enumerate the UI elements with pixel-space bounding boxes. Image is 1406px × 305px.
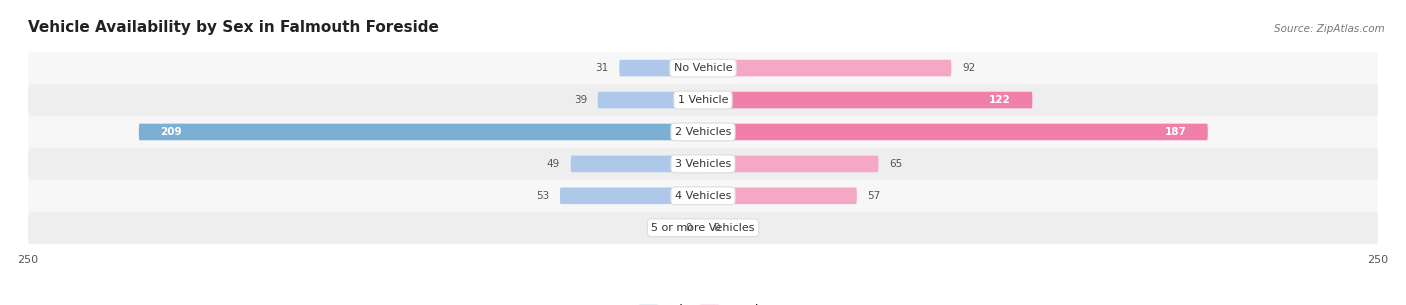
FancyBboxPatch shape [28,180,1378,212]
Text: 187: 187 [1164,127,1187,137]
Text: 5 or more Vehicles: 5 or more Vehicles [651,223,755,233]
FancyBboxPatch shape [703,156,879,172]
FancyBboxPatch shape [598,92,703,108]
Text: 53: 53 [536,191,550,201]
Text: 92: 92 [962,63,976,73]
FancyBboxPatch shape [28,148,1378,180]
Text: 49: 49 [547,159,560,169]
Legend: Male, Female: Male, Female [634,300,772,305]
FancyBboxPatch shape [703,124,1208,140]
Text: 65: 65 [889,159,903,169]
Text: 122: 122 [988,95,1011,105]
FancyBboxPatch shape [28,84,1378,116]
Text: 57: 57 [868,191,882,201]
FancyBboxPatch shape [703,60,952,76]
FancyBboxPatch shape [28,212,1378,244]
FancyBboxPatch shape [619,60,703,76]
FancyBboxPatch shape [28,52,1378,84]
Text: 2 Vehicles: 2 Vehicles [675,127,731,137]
Text: 209: 209 [160,127,181,137]
Text: 1 Vehicle: 1 Vehicle [678,95,728,105]
Text: 4 Vehicles: 4 Vehicles [675,191,731,201]
FancyBboxPatch shape [139,124,703,140]
Text: 39: 39 [574,95,586,105]
Text: 0: 0 [714,223,720,233]
Text: 31: 31 [595,63,609,73]
FancyBboxPatch shape [560,188,703,204]
Text: Source: ZipAtlas.com: Source: ZipAtlas.com [1274,24,1385,34]
FancyBboxPatch shape [703,188,856,204]
FancyBboxPatch shape [571,156,703,172]
Text: 3 Vehicles: 3 Vehicles [675,159,731,169]
Text: No Vehicle: No Vehicle [673,63,733,73]
FancyBboxPatch shape [703,92,1032,108]
Text: 0: 0 [686,223,692,233]
FancyBboxPatch shape [28,116,1378,148]
Text: Vehicle Availability by Sex in Falmouth Foreside: Vehicle Availability by Sex in Falmouth … [28,20,439,35]
